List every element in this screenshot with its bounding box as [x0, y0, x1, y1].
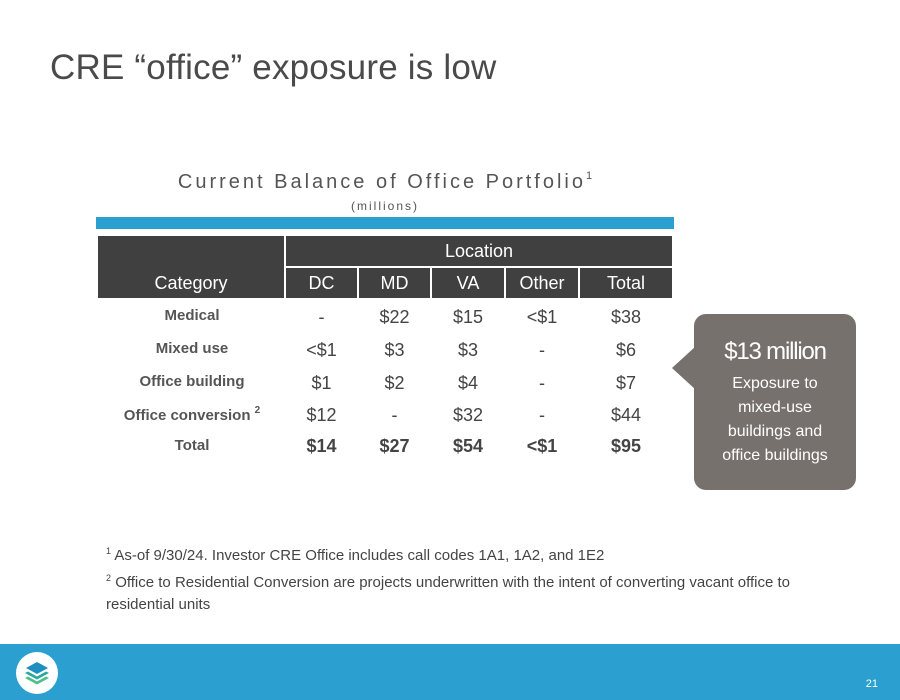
row-label-text: Office building — [139, 373, 245, 390]
cell-other: - — [539, 340, 545, 360]
page-number: 21 — [865, 678, 878, 690]
cell-md: $27 — [379, 436, 410, 456]
exposure-callout: $13 million Exposure to mixed-use buildi… — [694, 314, 856, 490]
callout-line: mixed-use — [738, 399, 812, 416]
header-category: Category — [98, 236, 284, 298]
table-heading-footnote-marker: 1 — [586, 170, 593, 182]
cell-total: $44 — [610, 405, 642, 425]
row-label: Office building — [102, 373, 282, 390]
footnote-marker: 2 — [106, 573, 112, 583]
callout-line: office buildings — [722, 447, 828, 464]
cell-dc: - — [318, 307, 325, 327]
cell-md: $22 — [379, 307, 410, 327]
row-label-text: Mixed use — [155, 340, 229, 357]
company-logo — [16, 652, 58, 694]
layers-logo-icon — [25, 662, 49, 685]
footnotes: 1 As-of 9/30/24. Investor CRE Office inc… — [106, 540, 826, 616]
row-label-text: Medical — [164, 307, 220, 324]
footnote: 1 As-of 9/30/24. Investor CRE Office inc… — [106, 540, 826, 567]
cell-md: $2 — [384, 373, 405, 393]
row-label: Office conversion 2 — [102, 405, 282, 424]
callout-arrow — [672, 346, 696, 390]
cell-dc: $1 — [311, 373, 332, 393]
callout-text: Exposure to mixed-use buildings and offi… — [704, 372, 846, 468]
cell-total: $7 — [615, 373, 637, 393]
header-col-total: Total — [580, 268, 672, 298]
cell-va: $32 — [452, 405, 484, 425]
table-subheading: (millions) — [351, 199, 419, 213]
row-label: Total — [102, 437, 282, 454]
row-label-text: Office conversion — [123, 407, 251, 424]
callout-line: Exposure to — [732, 375, 818, 392]
cell-total: $95 — [610, 436, 642, 456]
cell-md: - — [391, 405, 398, 425]
cell-other: - — [539, 373, 545, 393]
cell-total: $6 — [615, 340, 637, 360]
cell-total: $38 — [610, 307, 642, 327]
table-heading-text: Current Balance of Office Portfolio — [177, 171, 586, 193]
cell-other: <$1 — [526, 307, 558, 327]
header-col-other: Other — [506, 268, 578, 298]
cell-dc: <$1 — [306, 340, 337, 360]
table-heading: Current Balance of Office Portfolio1 — [96, 170, 674, 194]
footnote-marker: 1 — [106, 546, 112, 556]
footnote: 2 Office to Residential Conversion are p… — [106, 567, 826, 616]
row-footnote-marker: 2 — [254, 405, 261, 416]
cell-va: $3 — [457, 340, 479, 360]
footnote-text: As-of 9/30/24. Investor CRE Office inclu… — [114, 547, 605, 564]
footer-bar — [0, 644, 900, 700]
callout-line: buildings and — [727, 423, 823, 440]
cell-va: $15 — [452, 307, 484, 327]
cell-va: $4 — [457, 373, 479, 393]
slide-title: CRE “office” exposure is low — [50, 48, 497, 87]
row-label: Medical — [102, 307, 282, 324]
cell-dc: $14 — [306, 436, 337, 456]
row-label: Mixed use — [102, 340, 282, 357]
footnote-text: Office to Residential Conversion are pro… — [106, 574, 790, 613]
cell-other: - — [539, 405, 545, 425]
row-label-text: Total — [174, 437, 210, 454]
cell-md: $3 — [384, 340, 405, 360]
callout-value: $13 million — [724, 338, 827, 365]
header-col-va: VA — [432, 268, 504, 298]
header-col-dc: DC — [286, 268, 357, 298]
cell-va: $54 — [452, 436, 484, 456]
cell-dc: $12 — [306, 405, 337, 425]
header-location: Location — [286, 236, 672, 266]
accent-bar — [96, 217, 674, 229]
cell-other: <$1 — [526, 436, 558, 456]
header-col-md: MD — [359, 268, 430, 298]
